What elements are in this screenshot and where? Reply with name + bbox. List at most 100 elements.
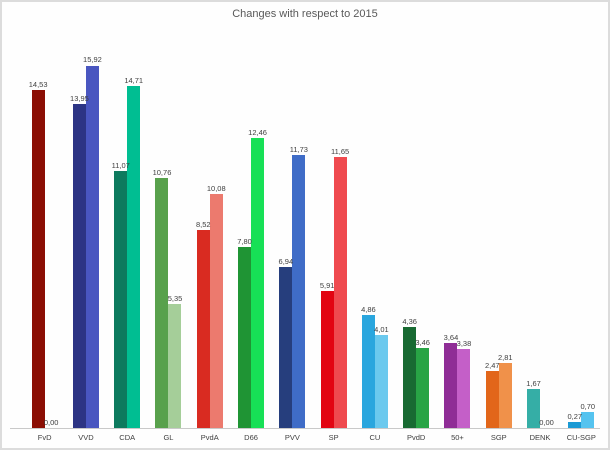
- bar-value-label: 0,27: [567, 411, 583, 421]
- x-axis-label: FvD: [37, 433, 52, 442]
- bar-value-label: 2,81: [497, 352, 513, 362]
- bar-value-label: 4,36: [402, 316, 417, 326]
- bar-group: 4,86 4,01: [354, 56, 395, 428]
- bar-group: 10,76 5,35: [148, 56, 189, 428]
- bar: [374, 335, 388, 428]
- bar-wrap: 0,70: [580, 56, 596, 428]
- x-axis-label: SGP: [490, 433, 507, 442]
- bar-value-label: 11,07: [111, 160, 130, 170]
- bar-group: 6,94 11,73: [272, 56, 313, 428]
- x-axis-label: CU-SGP: [566, 433, 596, 442]
- bar-value-label: 1,67: [526, 378, 541, 388]
- bar-group: 8,52 10,08: [189, 56, 230, 428]
- x-axis-label: D66: [244, 433, 258, 442]
- bar: [416, 348, 430, 428]
- bar-group: 7,80 12,46: [230, 56, 271, 428]
- chart-title: Changes with respect to 2015: [232, 8, 378, 20]
- bar-value-label: 8,52: [195, 219, 211, 229]
- bar: [72, 104, 86, 428]
- x-axis-label: DENK: [529, 433, 551, 442]
- bar: [568, 422, 582, 428]
- bar-value-label: 11,73: [289, 144, 308, 154]
- bar-group: 4,36 3,46: [396, 56, 437, 428]
- x-axis-labels: FvD VVD CDA GL PvdA D66 PVV SP CU PvdD 50+ SGP DENK C…: [24, 433, 602, 442]
- bar-wrap: 14,53: [28, 56, 48, 428]
- bar: [196, 230, 210, 428]
- bar-value-label: 5,91: [319, 280, 335, 290]
- x-axis-label: SP: [328, 433, 339, 442]
- bar-value-label: 0,70: [580, 401, 596, 411]
- bar-wrap: 11,65: [331, 56, 350, 428]
- bar: [485, 371, 499, 428]
- bar-wrap: 5,35: [167, 56, 183, 428]
- bar: [498, 363, 512, 428]
- x-axis-label: PvdD: [407, 433, 426, 442]
- bar-group: 1,67 0,00: [519, 56, 560, 428]
- x-axis-line: [10, 428, 600, 429]
- plot-area: 14,53 0,00 13,95 15,92 11,07 14,71 10,76 5,35 8,…: [24, 56, 602, 428]
- bar: [279, 267, 293, 428]
- bar-value-label: 4,86: [361, 304, 376, 314]
- bar-value-label: 10,08: [206, 183, 226, 193]
- bar-value-label: 13,95: [70, 93, 89, 103]
- bar-group: 5,91 11,65: [313, 56, 354, 428]
- bar-value-label: 11,65: [331, 146, 350, 156]
- bar: [31, 90, 45, 428]
- bar-value-label: 3,38: [456, 338, 472, 348]
- x-axis-label: CDA: [119, 433, 136, 442]
- bar-wrap: 12,46: [248, 56, 267, 428]
- bar: [114, 171, 128, 428]
- bar-value-label: 0,00: [539, 417, 554, 427]
- bar-value-label: 14,71: [124, 75, 144, 85]
- bar-group: 3,64 3,38: [437, 56, 478, 428]
- x-axis-label: PvdA: [200, 433, 219, 442]
- bar-wrap: 1,67: [526, 56, 541, 428]
- bar-wrap: 3,38: [456, 56, 472, 428]
- x-axis-label: GL: [163, 433, 174, 442]
- bar-wrap: 11,07: [111, 56, 130, 428]
- x-axis-label: CU: [369, 433, 381, 442]
- bar-wrap: 0,00: [43, 56, 59, 428]
- bar: [155, 178, 169, 428]
- bar-value-label: 4,01: [374, 324, 389, 334]
- bar-value-label: 14,53: [28, 79, 48, 89]
- bar-wrap: 4,86: [361, 56, 376, 428]
- bar-wrap: 10,76: [153, 56, 171, 428]
- bar-group: 13,95 15,92: [65, 56, 106, 428]
- bar-value-label: 0,00: [43, 417, 59, 427]
- bar-wrap: 0,00: [539, 56, 554, 428]
- bar-value-label: 3,46: [415, 337, 430, 347]
- bar: [527, 389, 541, 428]
- bar-value-label: 7,80: [237, 236, 252, 246]
- bar-wrap: 2,81: [497, 56, 513, 428]
- bar-wrap: 4,01: [374, 56, 389, 428]
- bar-wrap: 6,94: [278, 56, 294, 428]
- bar: [457, 349, 471, 428]
- bar-value-label: 10,76: [152, 167, 172, 177]
- bar: [333, 157, 347, 428]
- bar-wrap: 13,95: [70, 56, 89, 428]
- bar-wrap: 8,52: [195, 56, 211, 428]
- bar: [403, 327, 417, 428]
- bar-wrap: 10,08: [206, 56, 226, 428]
- bar: [127, 86, 141, 428]
- bar: [168, 304, 182, 428]
- bar: [209, 194, 223, 428]
- bar: [444, 343, 458, 428]
- bar-wrap: 3,64: [443, 56, 459, 428]
- x-axis-label: VVD: [78, 433, 94, 442]
- bar-group: 14,53 0,00: [24, 56, 65, 428]
- bar: [238, 247, 252, 428]
- bar-value-label: 3,64: [443, 332, 459, 342]
- x-axis-label: PVV: [284, 433, 300, 442]
- bar: [292, 155, 306, 428]
- bar-wrap: 7,80: [237, 56, 252, 428]
- bar-wrap: 0,27: [567, 56, 583, 428]
- bar-value-label: 15,92: [83, 55, 102, 64]
- bar-value-label: 5,35: [167, 293, 183, 303]
- bar-value-label: 12,46: [248, 127, 267, 137]
- bar-value-label: 6,94: [278, 256, 294, 266]
- bar-wrap: 14,71: [124, 56, 144, 428]
- x-axis-label: 50+: [451, 433, 464, 442]
- bar: [581, 412, 595, 428]
